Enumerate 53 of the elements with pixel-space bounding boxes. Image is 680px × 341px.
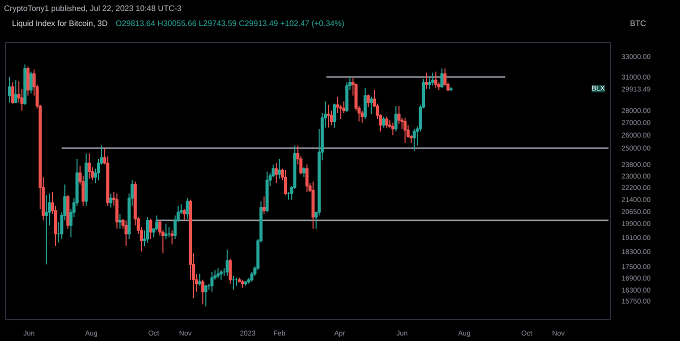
candlestick — [26, 66, 30, 96]
candlestick — [44, 194, 48, 265]
candlestick — [366, 94, 370, 108]
candlestick — [278, 158, 281, 180]
candlestick — [370, 96, 373, 115]
candlestick — [382, 116, 386, 128]
candlestick — [164, 223, 168, 240]
candlestick — [274, 162, 278, 184]
candlestick — [391, 122, 394, 136]
text: BTC — [630, 18, 646, 30]
candlestick — [115, 193, 118, 230]
candlestick — [11, 82, 14, 104]
candlestick — [204, 285, 208, 307]
candlestick — [302, 166, 306, 178]
candlestick — [360, 110, 364, 124]
chart-title: Liquid Index for Bitcoin, 3D — [12, 19, 108, 28]
candlestick — [29, 71, 33, 94]
candlestick — [431, 72, 434, 86]
candlestick — [170, 230, 174, 245]
candlestick — [182, 208, 186, 221]
candlestick — [394, 105, 398, 132]
candlestick — [364, 87, 367, 120]
candlestick — [220, 270, 223, 280]
text: CryptoTony1 published, Jul 22, 2023 10:48 UTC-3 — [4, 4, 182, 13]
candlestick — [333, 103, 336, 128]
candlestick — [155, 214, 158, 231]
candlestick — [226, 249, 229, 276]
candlestick — [412, 128, 416, 152]
candlestick — [88, 153, 91, 180]
text: O29813.64 H30055.66 L29743.59 C29913.49 +102.47 (+0.34%) — [116, 19, 344, 28]
candlestick — [14, 80, 18, 103]
candlestick — [198, 273, 202, 286]
candlestick — [440, 68, 444, 88]
candlestick — [305, 164, 309, 192]
candlestick — [428, 76, 432, 90]
candlestick — [228, 258, 232, 284]
candlestick — [186, 198, 189, 220]
candlestick — [284, 170, 288, 196]
candlestick — [146, 216, 150, 244]
candlestick — [404, 117, 407, 144]
candlestick — [201, 279, 204, 305]
candlestick — [326, 104, 330, 128]
candlestick — [434, 71, 438, 88]
candlestick — [424, 72, 428, 90]
candlestick — [216, 268, 220, 278]
candlestick — [262, 196, 266, 214]
candlestick — [149, 218, 152, 240]
candlestick — [210, 271, 214, 292]
candlestick — [118, 213, 122, 230]
candlestick — [109, 193, 112, 208]
candlestick — [8, 76, 12, 103]
candlestick — [124, 220, 128, 247]
candlestick — [385, 116, 388, 128]
